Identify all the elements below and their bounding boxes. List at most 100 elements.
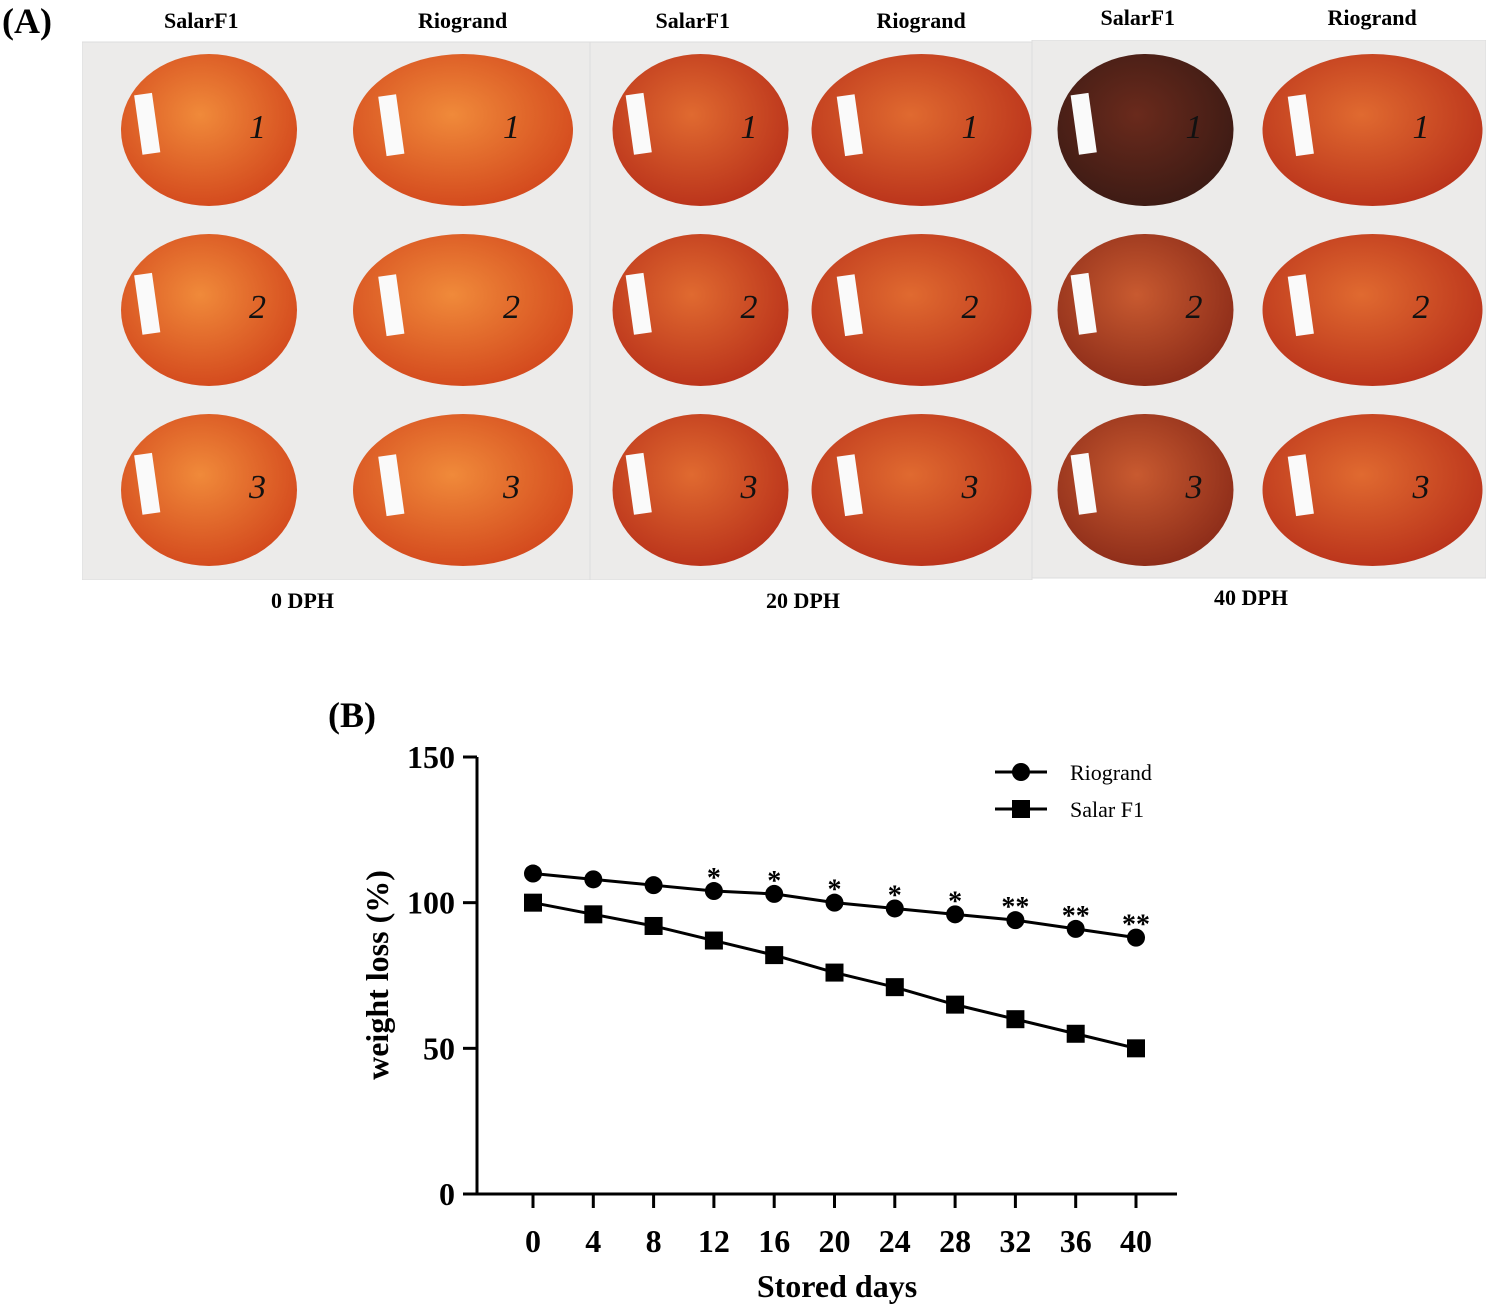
- tomato: [1057, 414, 1234, 566]
- column-label: SalarF1: [655, 8, 731, 33]
- x-axis-label: Stored days: [757, 1268, 917, 1304]
- tomato-number: 1: [962, 109, 979, 146]
- significance-marker: *: [767, 866, 781, 897]
- tomato: [121, 234, 297, 386]
- data-point-square: [1066, 1024, 1085, 1043]
- column-label: Riogrand: [876, 8, 966, 33]
- legend-marker-square: [1012, 800, 1030, 818]
- tomato: [1057, 54, 1234, 206]
- tomato-number: 2: [249, 289, 266, 326]
- legend-marker-circle: [1012, 763, 1030, 781]
- x-tick-label: 40: [1120, 1223, 1152, 1259]
- data-point-circle: [946, 905, 965, 924]
- column-label: Riogrand: [418, 8, 508, 33]
- significance-marker: *: [948, 886, 962, 917]
- data-point-circle: [704, 882, 723, 901]
- y-tick-label: 150: [407, 739, 455, 775]
- tomato: [1262, 234, 1483, 386]
- data-point-circle: [1066, 919, 1085, 938]
- sample-tag: [134, 92, 161, 155]
- tomato-number: 3: [248, 469, 266, 506]
- data-point-square: [885, 978, 904, 997]
- x-tick-label: 32: [999, 1223, 1031, 1259]
- significance-marker: **: [1122, 910, 1150, 941]
- tomato: [612, 234, 789, 386]
- sample-tag: [1287, 454, 1314, 517]
- weight-loss-chart: 0 50 100 150 0 4 8 12 16 20 24 28 32 36 40 Stored days w…: [359, 739, 1177, 1304]
- significance-marker: **: [1062, 901, 1090, 932]
- column-label: SalarF1: [164, 8, 239, 33]
- tomato: [353, 414, 573, 566]
- sample-tag: [836, 94, 863, 157]
- significance-marker: *: [888, 880, 902, 911]
- x-tick-label: 24: [879, 1223, 911, 1259]
- data-point-circle: [825, 893, 844, 912]
- tomato-number: 2: [503, 289, 520, 326]
- sample-tag: [1287, 274, 1314, 337]
- sample-tag: [625, 452, 652, 515]
- tomato: [353, 234, 573, 386]
- data-point-circle: [584, 870, 603, 889]
- data-point-circle: [765, 884, 784, 903]
- tomato-number: 1: [741, 109, 758, 146]
- tomato-number: 2: [962, 289, 979, 326]
- sample-tag: [134, 272, 161, 335]
- x-tick-label: 28: [939, 1223, 971, 1259]
- tomato-number: 3: [502, 469, 520, 506]
- sample-tag: [1287, 94, 1314, 157]
- data-point-square: [584, 905, 603, 924]
- tomato: [1262, 414, 1483, 566]
- panel-b-label: (B): [328, 695, 376, 735]
- sample-tag: [1070, 272, 1097, 335]
- sample-tag: [625, 92, 652, 155]
- legend-label: Salar F1: [1070, 797, 1144, 822]
- data-point-square: [644, 916, 663, 935]
- sample-tag: [134, 452, 161, 515]
- legend-label: Riogrand: [1070, 760, 1152, 785]
- data-point-square: [704, 931, 723, 950]
- x-tick-label: 8: [646, 1223, 662, 1259]
- data-point-circle: [524, 864, 542, 883]
- tomato-number: 3: [1185, 469, 1203, 506]
- x-tick-label: 36: [1060, 1223, 1092, 1259]
- y-tick-label: 50: [423, 1030, 455, 1066]
- data-point-square: [946, 995, 965, 1014]
- tomato: [1057, 234, 1234, 386]
- data-point-square: [765, 946, 784, 965]
- tomato: [811, 234, 1032, 386]
- tomato: [811, 414, 1032, 566]
- sample-tag: [378, 454, 405, 517]
- x-tick-label: 16: [758, 1223, 790, 1259]
- tomato: [811, 54, 1032, 206]
- dph-label: 40 DPH: [1214, 585, 1288, 610]
- sample-tag: [378, 274, 405, 337]
- data-point-square: [524, 893, 542, 912]
- tomato: [121, 54, 297, 206]
- tomato-number: 1: [503, 109, 520, 146]
- sample-tag: [378, 94, 405, 157]
- data-point-square: [1127, 1039, 1145, 1058]
- data-point-circle: [1006, 911, 1025, 930]
- sample-tag: [1070, 92, 1097, 155]
- x-tick-label: 0: [525, 1223, 541, 1259]
- tomato-number: 3: [961, 469, 979, 506]
- y-tick-label: 0: [439, 1176, 455, 1212]
- column-label: SalarF1: [1100, 5, 1176, 30]
- x-tick-label: 12: [698, 1223, 730, 1259]
- sample-tag: [1070, 452, 1097, 515]
- sample-tag: [836, 454, 863, 517]
- tomato-number: 2: [1413, 289, 1430, 326]
- tomato-number: 1: [1186, 109, 1203, 146]
- data-point-circle: [885, 899, 904, 918]
- significance-marker: *: [828, 875, 842, 906]
- sample-tag: [625, 272, 652, 335]
- tomato-number: 2: [1186, 289, 1203, 326]
- data-point-circle: [644, 876, 663, 895]
- significance-marker: **: [1001, 892, 1029, 923]
- tomato: [121, 414, 297, 566]
- y-axis-label: weight loss (%): [359, 870, 395, 1080]
- tomato-number: 2: [741, 289, 758, 326]
- panel-a-label: (A): [2, 1, 52, 41]
- tomato-number: 1: [1413, 109, 1430, 146]
- x-tick-label: 4: [585, 1223, 601, 1259]
